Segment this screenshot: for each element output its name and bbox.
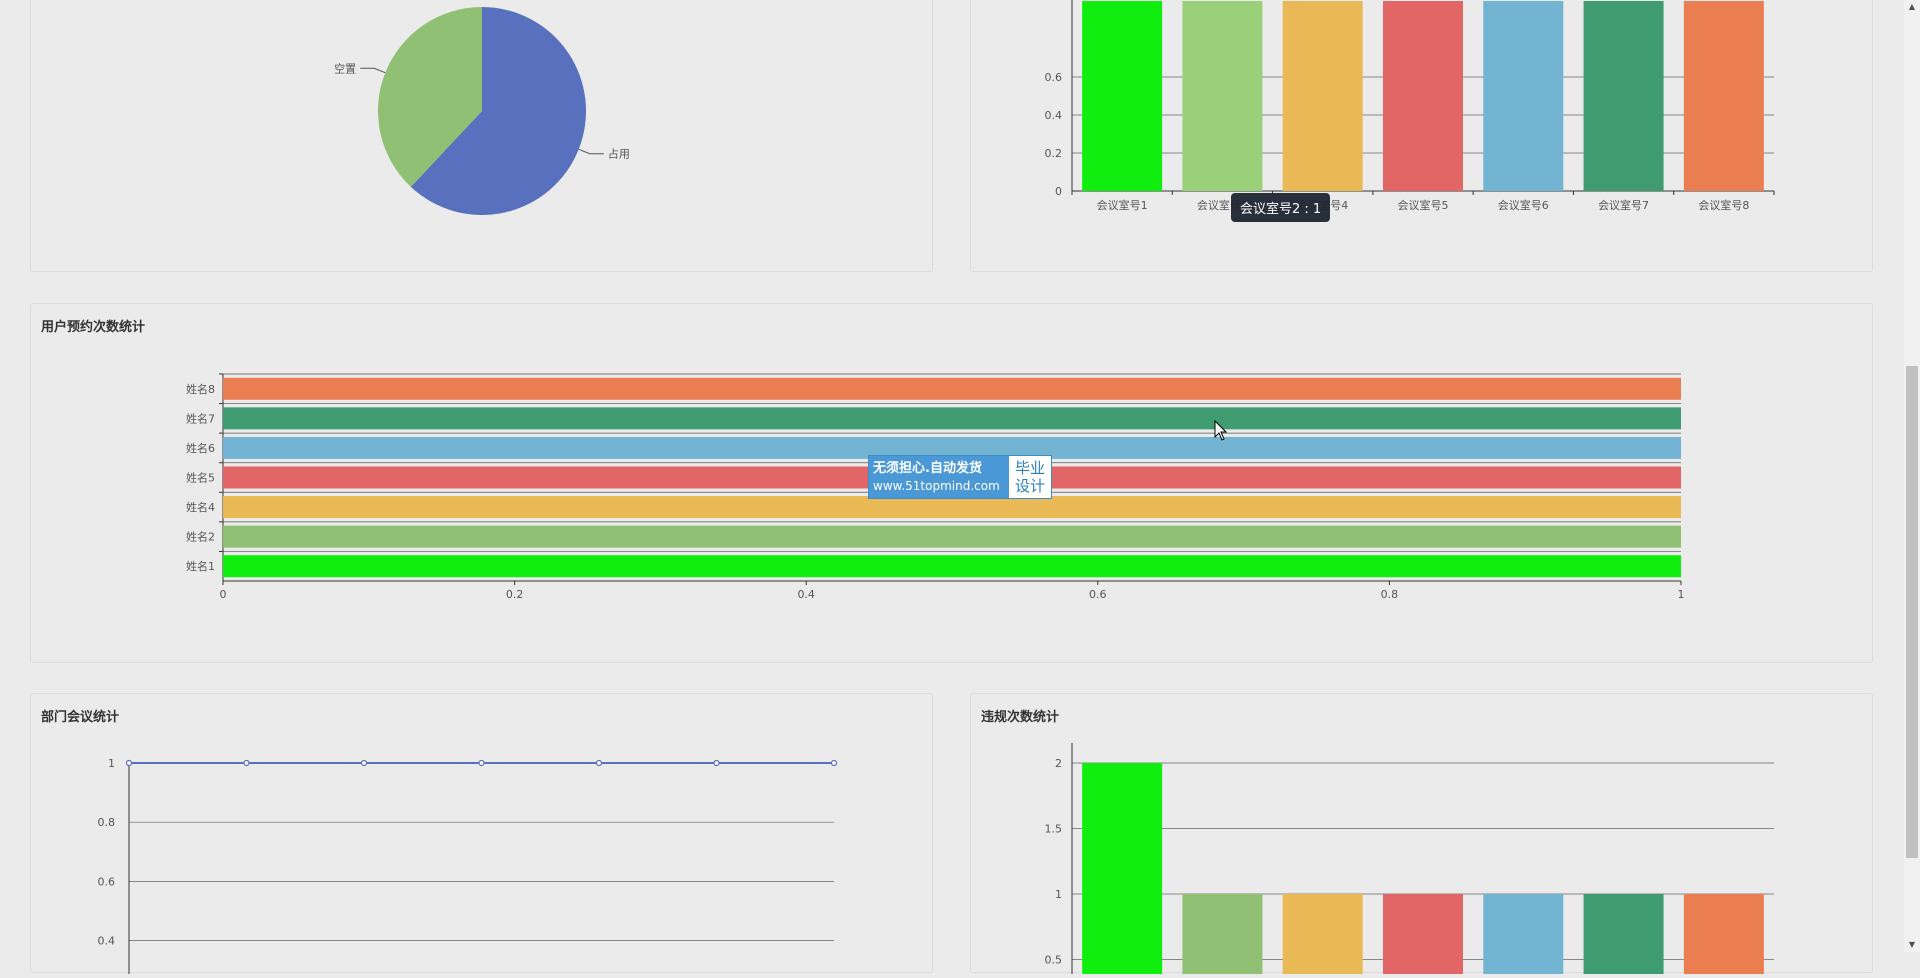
bar	[223, 377, 1681, 400]
bar	[223, 525, 1681, 548]
bar	[223, 436, 1681, 459]
y-tick-label: 0.4	[1045, 109, 1063, 122]
bar	[1082, 1, 1163, 191]
x-tick-label: 0	[220, 588, 227, 601]
pie-label-line	[578, 148, 604, 155]
violation-panel: 违规次数统计 0.5 1 1.5 2	[970, 693, 1873, 978]
room-status-pie-chart: 占用 空置	[334, 7, 630, 215]
dept-meeting-panel: 部门会议统计 0.20.40.60.81	[30, 693, 933, 978]
y-tick-label: 姓名2	[186, 530, 215, 544]
watermark-line1: 无须担心.自动发货	[873, 461, 982, 476]
bar	[1683, 894, 1764, 978]
watermark-right-line2: 设计	[1014, 477, 1045, 495]
violation-title: 违规次数统计	[981, 710, 1060, 725]
x-tick-label: 会议室号1	[1097, 198, 1148, 212]
y-tick-label: 0	[1055, 185, 1062, 198]
y-tick-label: 1	[1055, 888, 1062, 901]
x-tick-label: 0.6	[1089, 588, 1107, 601]
bar	[1082, 763, 1163, 978]
data-point	[713, 759, 720, 767]
bar	[223, 555, 1681, 578]
y-tick-label: 姓名1	[186, 559, 215, 573]
x-tick-label: 会议室号7	[1598, 198, 1649, 212]
x-tick-label: 0.4	[797, 588, 815, 601]
bar	[1583, 894, 1664, 978]
data-point	[830, 759, 838, 767]
y-tick-label: 1.5	[1045, 823, 1063, 836]
pie-slice	[410, 7, 586, 215]
room-status-panel: 占用 空置	[30, 0, 933, 272]
y-tick-label: 0.8	[98, 816, 116, 829]
room-usage-bar-chart: 00.20.40.6会议室号1会议室号2会议室号4会议室号5会议室号6会议室号7…	[1045, 0, 1775, 212]
watermark-line2: www.51topmind.com	[873, 479, 1000, 493]
x-tick-label: 1	[1678, 588, 1685, 601]
x-tick-label: 会议室号5	[1398, 198, 1449, 212]
x-tick-label: 会议室号6	[1498, 198, 1549, 212]
y-tick-label: 姓名4	[186, 500, 215, 514]
bar	[1282, 1, 1363, 191]
bar	[1683, 1, 1764, 191]
bar	[1182, 1, 1263, 191]
pie-slice-label: 空置	[334, 61, 356, 75]
room-usage-panel: 00.20.40.6会议室号1会议室号2会议室号4会议室号5会议室号6会议室号7…	[970, 0, 1873, 272]
y-tick-label: 1	[108, 757, 115, 770]
data-point	[125, 759, 133, 767]
y-tick-label: 姓名8	[186, 382, 215, 396]
bar-tooltip: 会议室号2 : 1	[1231, 193, 1331, 222]
x-tick-label: 会议室号8	[1698, 198, 1749, 212]
dept-meeting-line-chart: 0.20.40.60.81	[98, 757, 838, 978]
data-point	[360, 759, 368, 767]
bar	[1583, 1, 1664, 191]
y-tick-label: 0.2	[1045, 147, 1063, 160]
bar	[1383, 1, 1463, 191]
pie-slice-label: 占用	[608, 147, 630, 161]
scroll-up-arrow-icon[interactable]: ▲	[1908, 2, 1916, 11]
data-point	[243, 759, 250, 767]
y-tick-label: 0.5	[1045, 954, 1063, 967]
y-tick-label: 姓名5	[186, 471, 215, 485]
bar	[1383, 894, 1463, 978]
bar	[1483, 1, 1564, 191]
bar	[223, 407, 1681, 430]
y-tick-label: 0.6	[98, 875, 116, 888]
pie-slice	[378, 7, 482, 187]
y-tick-label: 姓名7	[186, 411, 215, 425]
y-tick-label: 2	[1055, 757, 1062, 770]
user-booking-title: 用户预约次数统计	[41, 320, 146, 335]
page-scrollbar-thumb[interactable]	[1906, 366, 1918, 858]
watermark-right-line1: 毕业	[1014, 459, 1045, 477]
bar	[1282, 894, 1363, 978]
bar	[1483, 894, 1564, 978]
dept-meeting-title: 部门会议统计	[41, 710, 120, 725]
watermark-logo: 无须担心.自动发货 www.51topmind.com 毕业 设计	[868, 455, 1052, 499]
y-tick-label: 姓名6	[186, 441, 215, 455]
y-tick-label: 0.4	[98, 935, 116, 948]
bar	[223, 496, 1681, 519]
x-tick-label: 0.2	[506, 588, 523, 601]
x-tick-label: 0.8	[1381, 588, 1399, 601]
mouse-cursor-icon	[1214, 420, 1228, 441]
violation-bar-chart: 0.5 1 1.5 2	[1045, 743, 1774, 978]
bar	[1182, 894, 1263, 978]
user-booking-bar-chart: 0 0.2 0.4 0.6 0.8 1 姓名1 姓名2 姓名4 姓名5 姓名6 姓名7 姓名8	[186, 373, 1685, 601]
y-tick-label: 0.6	[1045, 71, 1063, 84]
data-point	[595, 759, 603, 767]
pie-label-line	[360, 67, 386, 74]
data-point	[478, 759, 485, 767]
scroll-down-arrow-icon[interactable]: ▼	[1908, 940, 1916, 949]
